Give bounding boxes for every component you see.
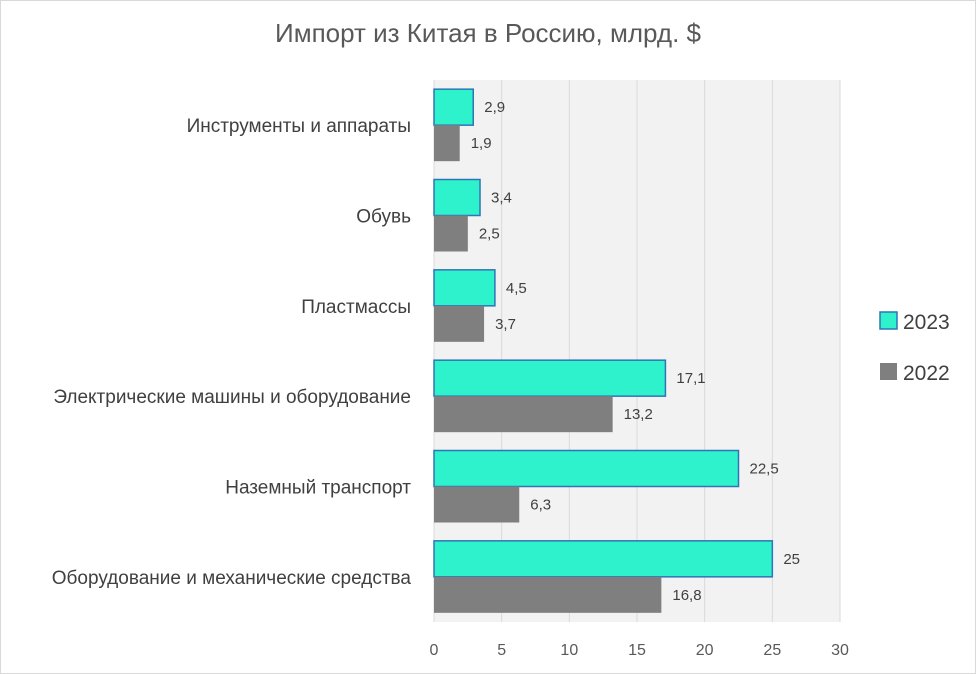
bar-2022 — [434, 125, 460, 162]
data-label-2022: 2,5 — [479, 226, 500, 243]
x-tick-label: 0 — [430, 642, 439, 659]
data-label-2023: 4,5 — [506, 280, 527, 297]
x-tick-label: 15 — [628, 642, 646, 659]
x-tick-label: 5 — [497, 642, 506, 659]
data-label-2022: 13,2 — [624, 406, 653, 423]
data-label-2023: 22,5 — [750, 461, 779, 478]
data-labels: 2,9 1,9 3,4 2,5 4,5 3,7 17,1 13,2 22,5 6,3 25 16,8 — [471, 99, 800, 604]
category-label: Оборудование и механические средства — [52, 568, 412, 589]
bar-2023 — [433, 88, 474, 126]
bars — [433, 88, 774, 613]
data-label-2022: 6,3 — [530, 497, 551, 514]
bar-2022 — [434, 215, 468, 252]
legend: 2023 2022 — [879, 311, 950, 385]
bar-2022 — [434, 396, 613, 433]
category-label: Пластмассы — [301, 297, 411, 318]
bar-2023 — [433, 449, 740, 488]
bar-2023 — [433, 269, 496, 307]
data-label-2022: 3,7 — [495, 316, 516, 333]
bar-2022 — [434, 486, 520, 523]
data-label-2022: 16,8 — [672, 587, 701, 604]
data-label-2023: 2,9 — [484, 99, 505, 116]
category-label: Электрические машины и оборудование — [53, 387, 411, 408]
bar-2022 — [434, 576, 662, 613]
legend-swatch-2023 — [879, 311, 898, 330]
data-label-2023: 17,1 — [676, 370, 705, 387]
bar-2023 — [433, 178, 481, 217]
legend-label-2023: 2023 — [903, 311, 950, 334]
data-label-2023: 25 — [783, 551, 800, 568]
category-label: Обувь — [356, 207, 411, 228]
x-tick-label: 25 — [763, 642, 781, 659]
category-label: Наземный транспорт — [225, 478, 411, 499]
gridlines — [433, 80, 841, 622]
legend-swatch-2022 — [880, 363, 897, 380]
data-label-2023: 3,4 — [491, 190, 512, 207]
x-tick-labels: 0 5 10 15 20 25 30 — [430, 642, 849, 659]
x-tick-label: 20 — [696, 642, 714, 659]
x-tick-label: 30 — [831, 642, 849, 659]
bar-2023 — [433, 540, 774, 578]
bar-2022 — [434, 305, 485, 342]
category-labels: Инструменты и аппараты Обувь Пластмассы Эле… — [52, 116, 412, 589]
legend-label-2022: 2022 — [903, 362, 950, 385]
chart-title: Импорт из Китая в Россию, млрд. $ — [275, 18, 701, 48]
data-label-2022: 1,9 — [471, 135, 492, 152]
x-tick-label: 10 — [560, 642, 578, 659]
category-label: Инструменты и аппараты — [187, 116, 411, 137]
bar-2023 — [433, 359, 667, 397]
